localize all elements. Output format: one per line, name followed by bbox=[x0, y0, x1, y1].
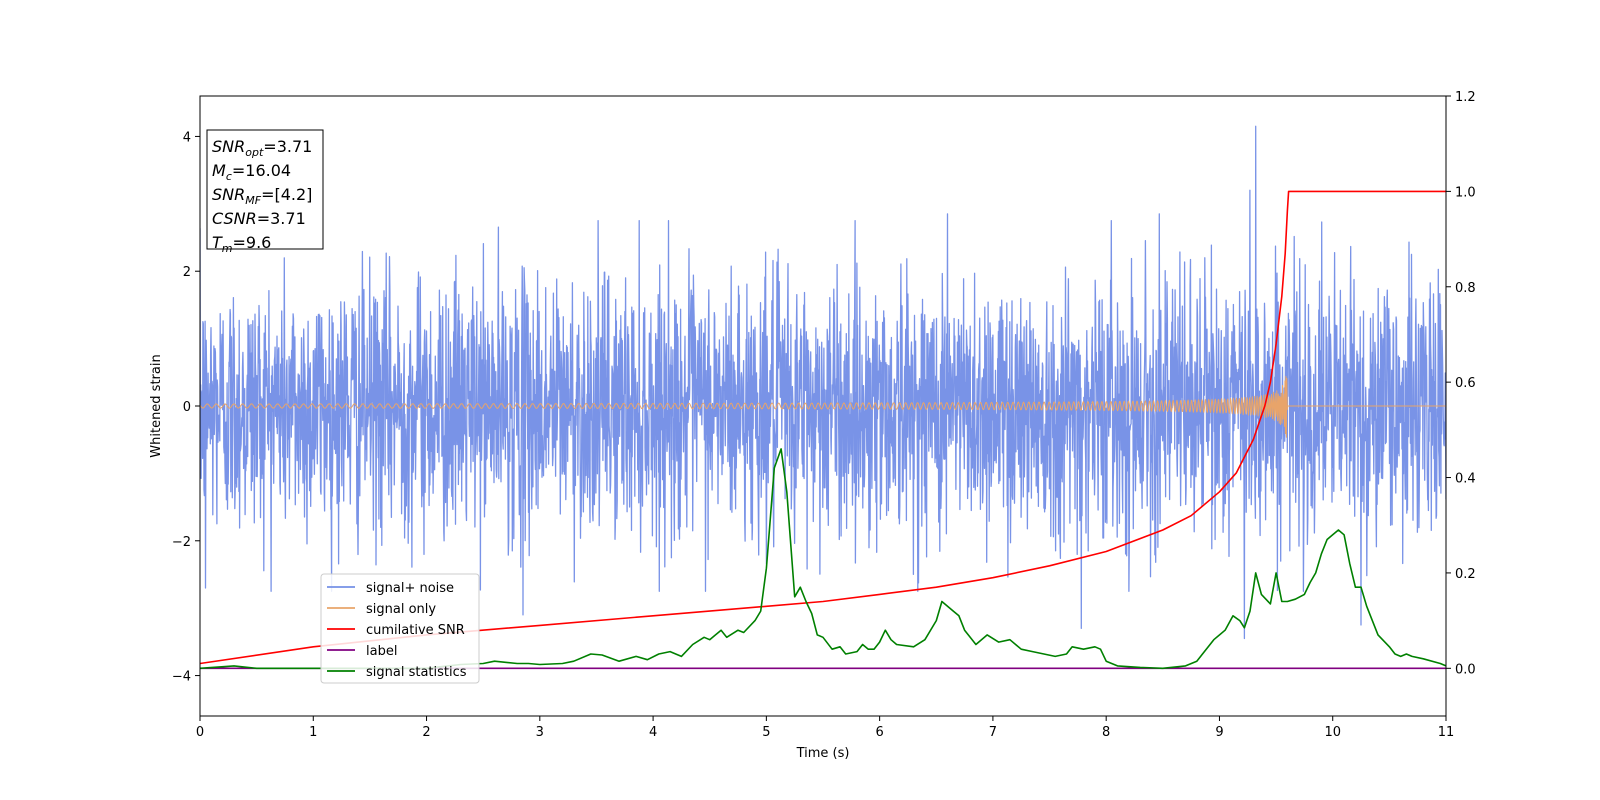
series-line-2 bbox=[200, 190, 1446, 665]
x-tick-label: 9 bbox=[1215, 725, 1223, 740]
x-tick-label: 1 bbox=[309, 725, 317, 740]
x-axis-ticks: 0 1 2 3 4 5 6 7 8 9 10 11 bbox=[196, 716, 1454, 740]
y-axis-label: Whitened strain bbox=[149, 354, 164, 457]
y2-tick-label: 0.4 bbox=[1455, 472, 1476, 487]
y-tick-label: 0 bbox=[183, 400, 191, 415]
annotation-line: SNRMF=[4.2] bbox=[212, 185, 312, 207]
annotation-line: Tm=9.6 bbox=[212, 233, 271, 255]
y-tick-label: −2 bbox=[172, 535, 191, 550]
x-tick-label: 4 bbox=[649, 725, 657, 740]
y2-tick-label: 0.2 bbox=[1455, 567, 1476, 582]
annotation-line: CSNR=3.71 bbox=[212, 209, 306, 228]
x-tick-label: 10 bbox=[1324, 725, 1341, 740]
x-tick-label: 6 bbox=[875, 725, 883, 740]
x-tick-label: 8 bbox=[1102, 725, 1110, 740]
annotation-frame bbox=[206, 129, 324, 250]
y2-tick-label: 1.0 bbox=[1455, 185, 1476, 200]
annotation-line: Mc=16.04 bbox=[212, 161, 291, 183]
x-tick-label: 2 bbox=[422, 725, 430, 740]
legend-label: signal+ noise bbox=[366, 581, 454, 596]
legend-label: label bbox=[366, 644, 397, 659]
x-axis-label: Time (s) bbox=[796, 746, 850, 761]
y-tick-label: 2 bbox=[183, 265, 191, 280]
y-tick-label: 4 bbox=[183, 130, 191, 145]
x-tick-label: 7 bbox=[989, 725, 997, 740]
legend-label: signal only bbox=[366, 602, 436, 617]
annotation-line: SNRopt=3.71 bbox=[212, 137, 312, 159]
x-tick-label: 0 bbox=[196, 725, 204, 740]
y2-tick-label: 0.8 bbox=[1455, 281, 1476, 296]
legend: signal+ noise signal only cumilative SNR la… bbox=[320, 573, 480, 684]
series-line-4 bbox=[200, 448, 1446, 670]
legend-label: signal statistics bbox=[366, 665, 467, 680]
x-tick-label: 11 bbox=[1438, 725, 1455, 740]
y-axis-left-ticks: −4 −2 0 2 4 bbox=[172, 130, 200, 685]
y2-tick-label: 0.0 bbox=[1455, 662, 1476, 677]
y-tick-label: −4 bbox=[172, 670, 191, 685]
legend-label: cumilative SNR bbox=[366, 623, 465, 638]
x-tick-label: 3 bbox=[536, 725, 544, 740]
y2-tick-label: 1.2 bbox=[1455, 90, 1476, 105]
x-tick-label: 5 bbox=[762, 725, 770, 740]
series-line-0 bbox=[200, 125, 1446, 640]
y-axis-right-ticks: 0.0 0.2 0.4 0.6 0.8 1.0 1.2 bbox=[1446, 90, 1476, 677]
y2-tick-label: 0.6 bbox=[1455, 376, 1476, 391]
series-line-1 bbox=[200, 375, 1446, 438]
legend-frame bbox=[320, 573, 480, 684]
